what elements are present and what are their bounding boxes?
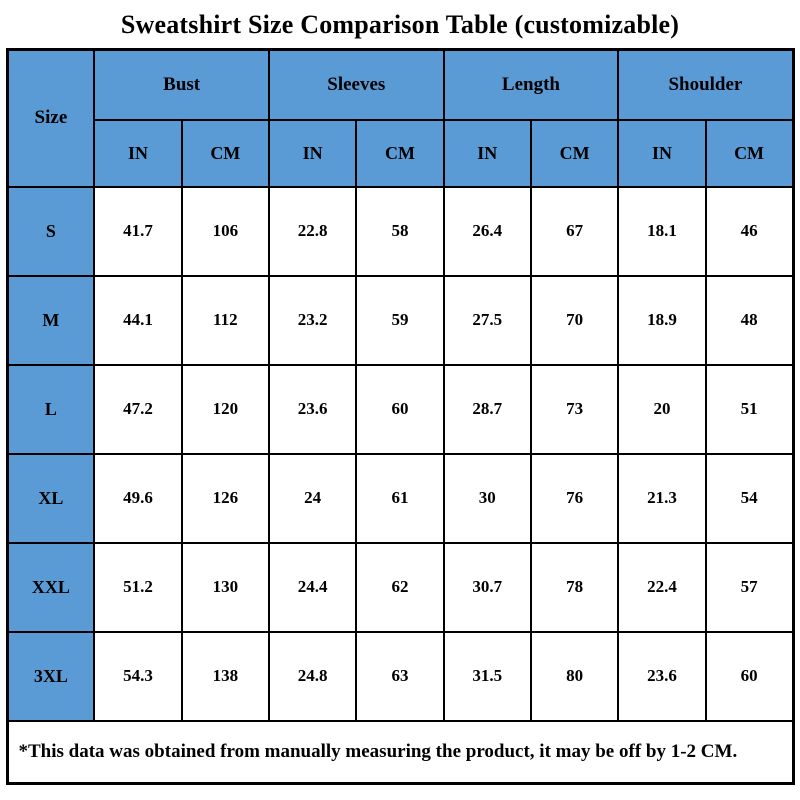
measurement-cell: 130	[180, 541, 270, 633]
unit-header-bust-in: IN	[93, 118, 183, 188]
measurement-cell: 24.4	[267, 541, 358, 633]
measurement-cell: 63	[355, 630, 445, 722]
measurement-cell: 18.9	[617, 274, 707, 366]
measurement-cell: 18.1	[617, 185, 707, 277]
measurement-cell: 138	[180, 630, 270, 722]
unit-header-sleeves-cm: CM	[355, 118, 445, 188]
group-header-row: Size Bust Sleeves Length Shoulder	[5, 48, 794, 188]
group-header-shoulder: Shoulder	[617, 48, 794, 121]
measurement-cell: 61	[355, 452, 445, 544]
row-size-label: M	[5, 274, 96, 366]
measurement-cell: 47.2	[93, 363, 183, 455]
group-header-sleeves: Sleeves	[267, 48, 445, 121]
measurement-cell: 22.8	[267, 185, 358, 277]
row-size-label: XL	[5, 452, 96, 544]
table-row: L 47.2 120 23.6 60 28.7 73 20 51	[5, 363, 795, 455]
measurement-cell: 46	[704, 185, 795, 277]
size-column-header: Size	[5, 48, 96, 188]
row-size-label: 3XL	[5, 630, 96, 722]
measurement-cell: 73	[529, 363, 620, 455]
table-footer: *This data was obtained from manually me…	[6, 719, 794, 785]
measurement-cell: 26.4	[442, 185, 532, 277]
row-size-label: S	[5, 185, 96, 277]
table-row: S 41.7 106 22.8 58 26.4 67 18.1 46	[5, 185, 795, 277]
table-body: S 41.7 106 22.8 58 26.4 67 18.1 46 M 44.1 112 23.2 59…	[5, 185, 795, 722]
measurement-cell: 51	[704, 363, 795, 455]
size-chart-table: Size Bust Sleeves Length Shoulder IN CM …	[5, 48, 795, 785]
measurement-cell: 30.7	[442, 541, 532, 633]
unit-header-row: IN CM IN CM IN CM IN CM	[7, 118, 795, 188]
table-header: Size Bust Sleeves Length Shoulder IN CM …	[5, 48, 795, 188]
measurement-cell: 41.7	[93, 185, 183, 277]
measurement-cell: 126	[180, 452, 270, 544]
measurement-cell: 24	[267, 452, 358, 544]
measurement-cell: 112	[180, 274, 270, 366]
measurement-cell: 76	[529, 452, 620, 544]
table-row: XL 49.6 126 24 61 30 76 21.3 54	[5, 452, 795, 544]
unit-header-sleeves-in: IN	[267, 118, 358, 188]
measurement-cell: 28.7	[442, 363, 532, 455]
measurement-cell: 31.5	[442, 630, 532, 722]
table-row: 3XL 54.3 138 24.8 63 31.5 80 23.6 60	[5, 630, 795, 722]
measurement-cell: 23.6	[267, 363, 358, 455]
measurement-cell: 60	[355, 363, 445, 455]
measurement-cell: 80	[529, 630, 620, 722]
row-size-label: L	[5, 363, 96, 455]
footnote-row: *This data was obtained from manually me…	[6, 719, 794, 785]
measurement-cell: 20	[617, 363, 707, 455]
table-row: XXL 51.2 130 24.4 62 30.7 78 22.4 57	[5, 541, 795, 633]
page-title: Sweatshirt Size Comparison Table (custom…	[120, 10, 680, 39]
measurement-cell: 106	[180, 185, 270, 277]
measurement-cell: 58	[355, 185, 445, 277]
unit-header-shoulder-cm: CM	[704, 118, 795, 188]
measurement-cell: 57	[704, 541, 795, 633]
measurement-cell: 67	[529, 185, 620, 277]
measurement-cell: 27.5	[442, 274, 532, 366]
footnote: *This data was obtained from manually me…	[6, 719, 794, 785]
measurement-cell: 62	[355, 541, 445, 633]
measurement-cell: 70	[529, 274, 620, 366]
measurement-cell: 51.2	[93, 541, 183, 633]
group-header-bust: Bust	[93, 48, 270, 121]
measurement-cell: 22.4	[617, 541, 707, 633]
measurement-cell: 21.3	[617, 452, 707, 544]
measurement-cell: 54	[704, 452, 795, 544]
measurement-cell: 54.3	[93, 630, 183, 722]
measurement-cell: 48	[704, 274, 795, 366]
unit-header-length-cm: CM	[529, 118, 620, 188]
measurement-cell: 30	[442, 452, 532, 544]
measurement-cell: 60	[704, 630, 795, 722]
table-row: M 44.1 112 23.2 59 27.5 70 18.9 48	[5, 274, 795, 366]
group-header-length: Length	[442, 48, 620, 121]
measurement-cell: 59	[355, 274, 445, 366]
measurement-cell: 120	[180, 363, 270, 455]
measurement-cell: 78	[529, 541, 620, 633]
unit-header-length-in: IN	[442, 118, 532, 188]
unit-header-bust-cm: CM	[180, 118, 270, 188]
row-size-label: XXL	[5, 541, 96, 633]
measurement-cell: 23.2	[267, 274, 358, 366]
measurement-cell: 24.8	[267, 630, 358, 722]
measurement-cell: 44.1	[93, 274, 183, 366]
unit-header-shoulder-in: IN	[617, 118, 707, 188]
measurement-cell: 49.6	[93, 452, 183, 544]
measurement-cell: 23.6	[617, 630, 707, 722]
